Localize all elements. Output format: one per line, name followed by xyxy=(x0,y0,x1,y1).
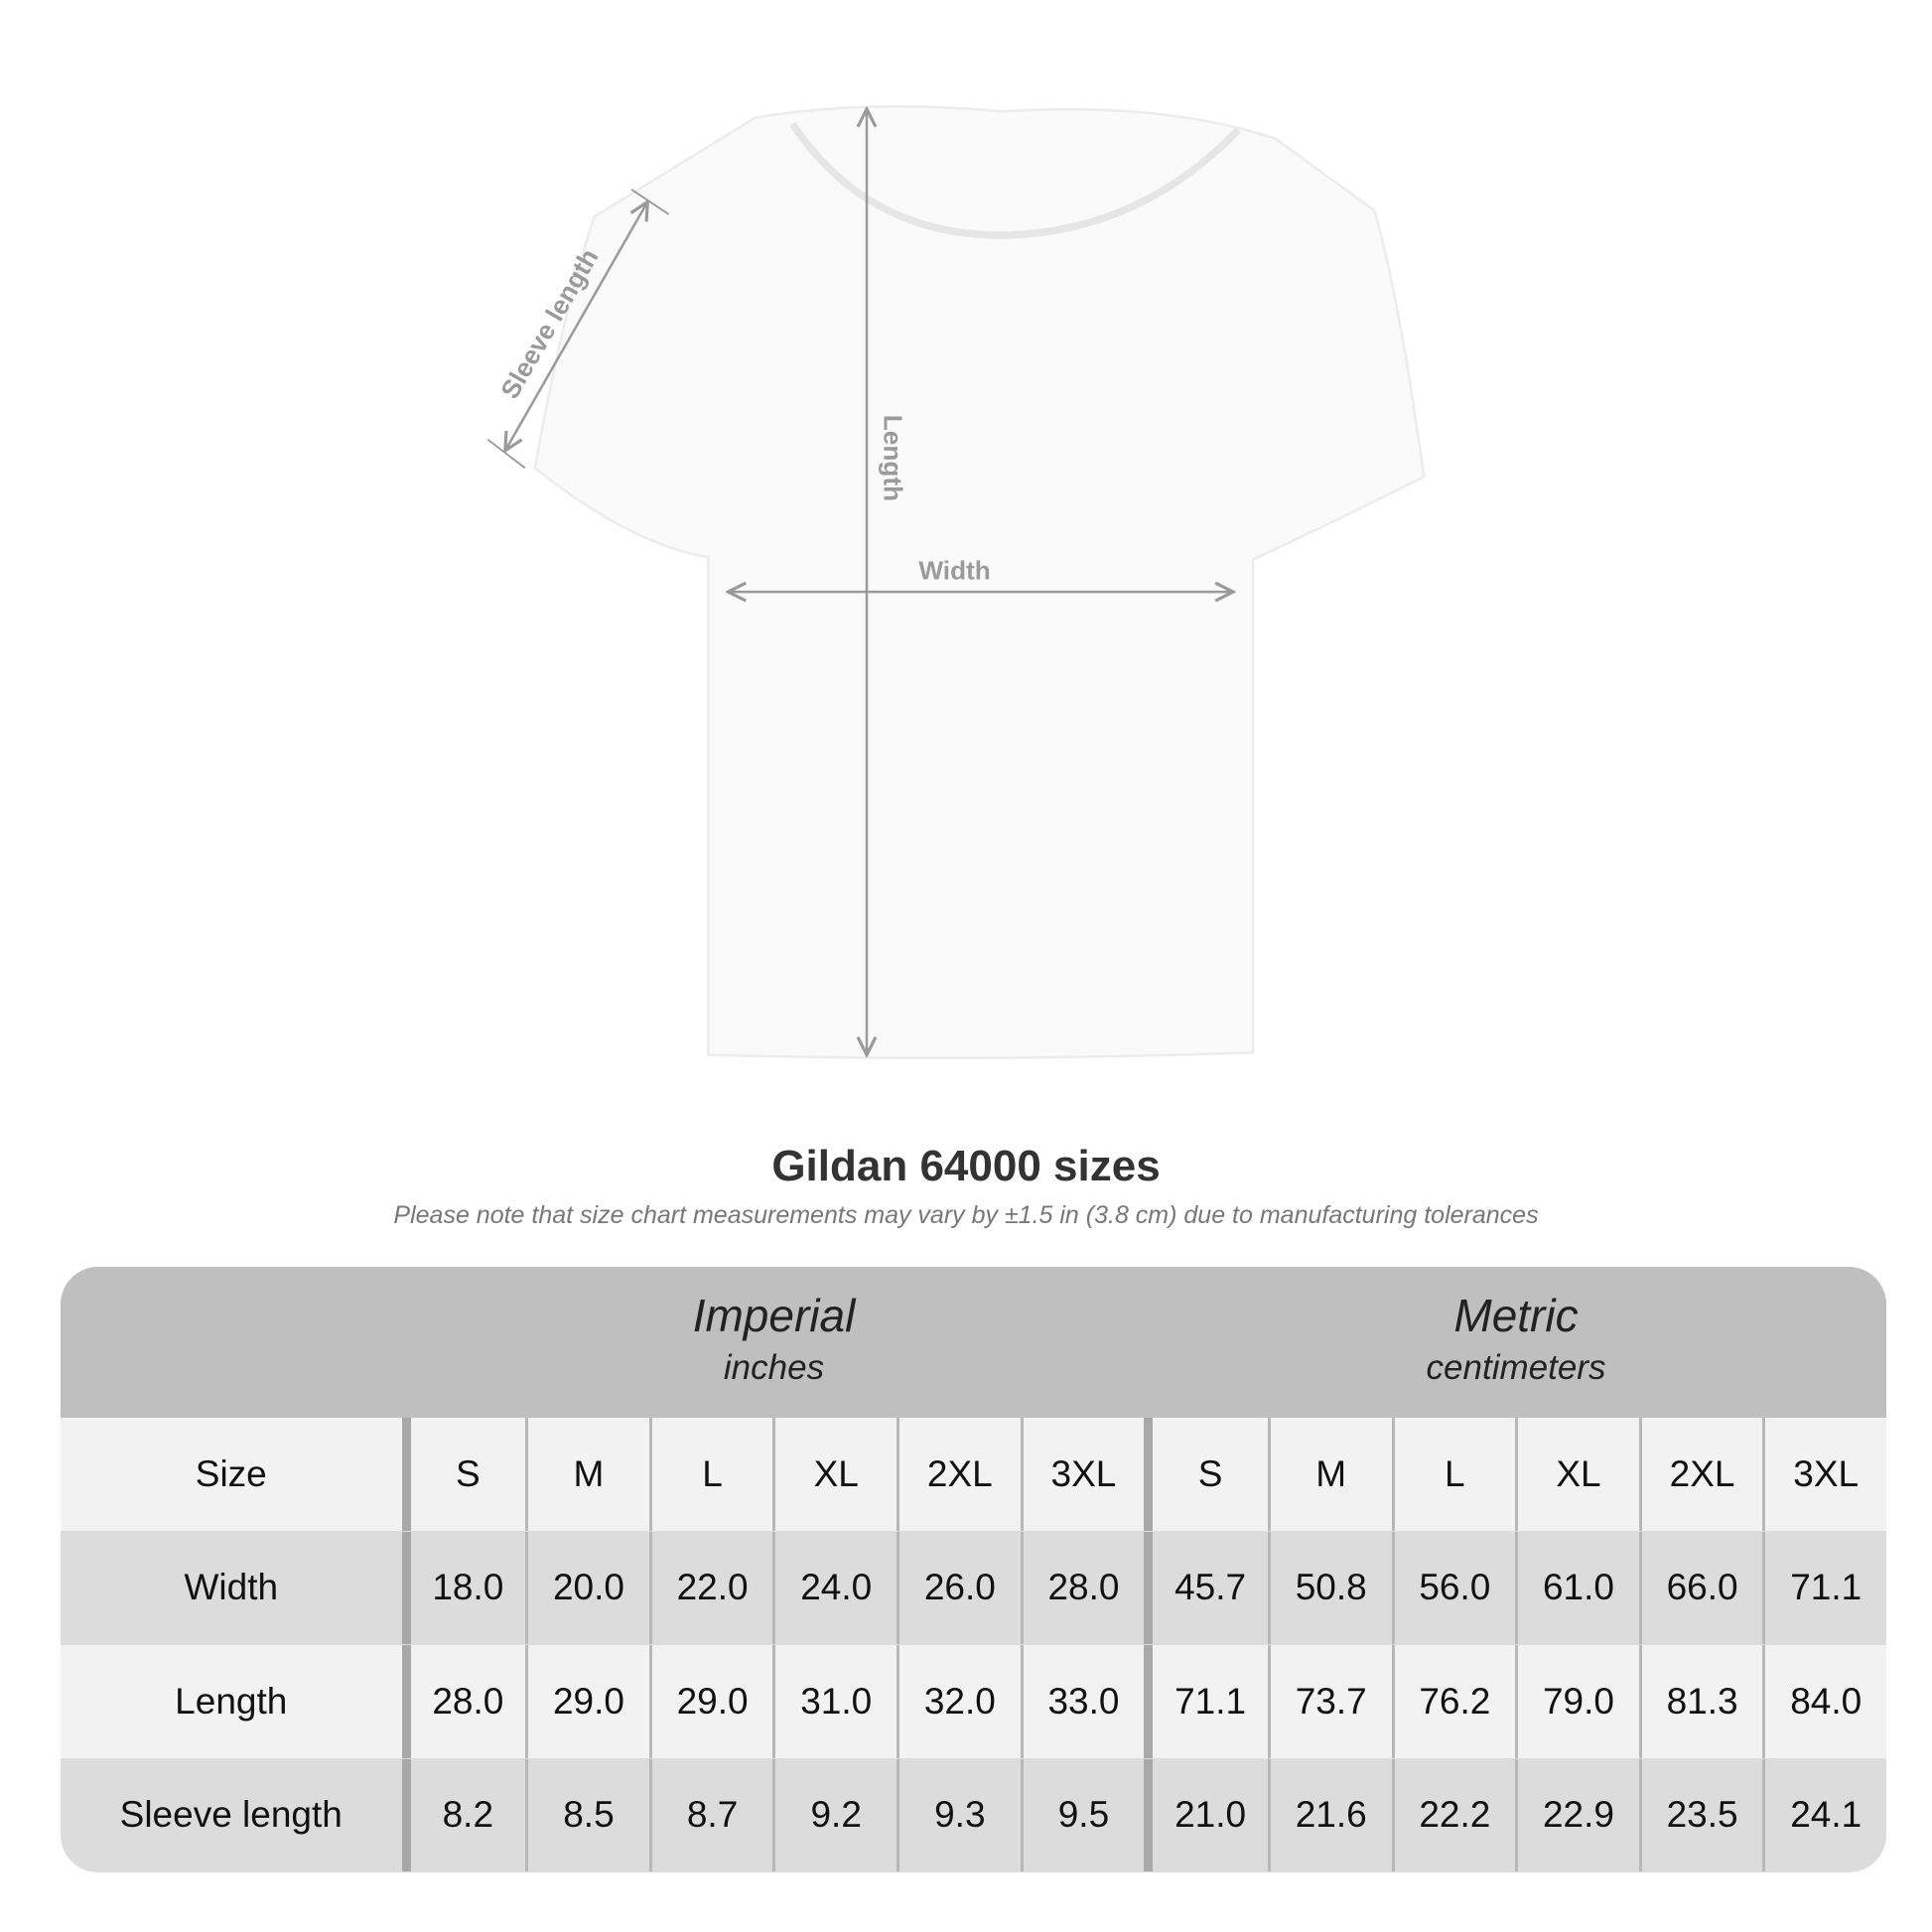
imperial-cell: 33.0 xyxy=(1020,1645,1145,1758)
imperial-header: Imperial inches xyxy=(402,1267,1146,1418)
row-label: Length xyxy=(175,1680,288,1722)
imperial-cell: 28.0 xyxy=(1020,1531,1145,1644)
metric-cell: 22.2 xyxy=(1391,1758,1516,1871)
collar xyxy=(789,121,1241,239)
table-row: Sleeve length 8.2 8.5 8.7 9.2 9.3 9.5 21.0 21.6 2… xyxy=(61,1758,1886,1871)
imperial-cell: L xyxy=(648,1418,773,1531)
metric-cell: 66.0 xyxy=(1638,1531,1763,1644)
metric-cell: S xyxy=(1144,1418,1268,1531)
group-unit: centimeters xyxy=(1426,1348,1606,1387)
imperial-cell: 24.0 xyxy=(772,1531,897,1644)
imperial-cell: 9.3 xyxy=(897,1758,1021,1871)
metric-cell: 79.0 xyxy=(1515,1645,1639,1758)
metric-cell: 73.7 xyxy=(1267,1645,1392,1758)
imperial-cell: 2XL xyxy=(897,1418,1021,1531)
row-label: Sleeve length xyxy=(119,1794,343,1836)
imperial-cell: S xyxy=(401,1418,526,1531)
imperial-cell: 8.2 xyxy=(401,1758,526,1871)
metric-cell: 24.1 xyxy=(1762,1758,1886,1871)
metric-cell: 3XL xyxy=(1762,1418,1886,1531)
table-row: Size S M L XL 2XL 3XL S M L XL 2XL 3XL xyxy=(61,1418,1886,1531)
imperial-cell: 32.0 xyxy=(897,1645,1021,1758)
metric-header: Metric centimeters xyxy=(1146,1267,1886,1418)
group-name: Imperial xyxy=(692,1290,856,1341)
metric-cell: 45.7 xyxy=(1144,1531,1268,1644)
metric-cell: 71.1 xyxy=(1144,1645,1268,1758)
imperial-cell: 8.7 xyxy=(648,1758,773,1871)
tshirt-diagram: Width Length Sleeve length xyxy=(486,105,1426,1060)
metric-cell: 21.0 xyxy=(1144,1758,1268,1871)
group-name: Metric xyxy=(1453,1290,1579,1341)
table-row: Length 28.0 29.0 29.0 31.0 32.0 33.0 71.1 73.7 76… xyxy=(61,1645,1886,1758)
group-unit: inches xyxy=(723,1348,825,1387)
imperial-cell: 20.0 xyxy=(525,1531,649,1644)
metric-cell: 56.0 xyxy=(1391,1531,1516,1644)
imperial-cell: 8.5 xyxy=(525,1758,649,1871)
row-label: Size xyxy=(195,1452,267,1494)
metric-cell: XL xyxy=(1515,1418,1639,1531)
table-row: Width 18.0 20.0 22.0 24.0 26.0 28.0 45.7 50.8 56.… xyxy=(61,1531,1886,1644)
tolerance-note: Please note that size chart measurements… xyxy=(393,1201,1539,1229)
metric-cell: 81.3 xyxy=(1638,1645,1763,1758)
metric-cell: 76.2 xyxy=(1391,1645,1516,1758)
table-header: Imperial inches Metric centimeters xyxy=(61,1267,1886,1418)
imperial-cell: 18.0 xyxy=(401,1531,526,1644)
imperial-cell: 22.0 xyxy=(648,1531,773,1644)
chart-title: Gildan 64000 sizes xyxy=(771,1142,1161,1190)
metric-cell: 50.8 xyxy=(1267,1531,1392,1644)
imperial-cell: 26.0 xyxy=(897,1531,1021,1644)
imperial-cell: 29.0 xyxy=(525,1645,649,1758)
imperial-cell: 9.5 xyxy=(1020,1758,1145,1871)
metric-cell: M xyxy=(1267,1418,1392,1531)
metric-cell: 61.0 xyxy=(1515,1531,1639,1644)
metric-cell: 23.5 xyxy=(1638,1758,1763,1871)
metric-cell: 2XL xyxy=(1638,1418,1763,1531)
imperial-cell: 9.2 xyxy=(772,1758,897,1871)
metric-cell: 71.1 xyxy=(1762,1531,1886,1644)
imperial-cell: 29.0 xyxy=(648,1645,773,1758)
metric-cell: 21.6 xyxy=(1267,1758,1392,1871)
metric-cell: 84.0 xyxy=(1762,1645,1886,1758)
size-table: Imperial inches Metric centimeters Size S… xyxy=(61,1267,1886,1872)
sleeve-arrow xyxy=(505,202,647,451)
row-label: Width xyxy=(184,1567,279,1608)
imperial-cell: XL xyxy=(772,1418,897,1531)
imperial-cell: 28.0 xyxy=(401,1645,526,1758)
imperial-cell: 3XL xyxy=(1020,1418,1145,1531)
length-label: Length xyxy=(878,415,907,501)
width-label: Width xyxy=(918,556,990,586)
metric-cell: L xyxy=(1391,1418,1516,1531)
imperial-cell: 31.0 xyxy=(772,1645,897,1758)
metric-cell: 22.9 xyxy=(1515,1758,1639,1871)
imperial-cell: M xyxy=(525,1418,649,1531)
